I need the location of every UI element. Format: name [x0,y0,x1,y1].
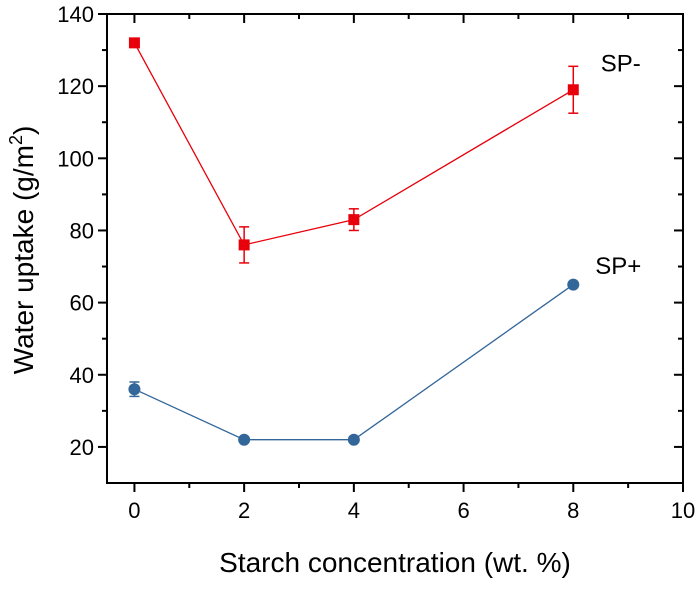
y-tick-label: 100 [57,146,94,171]
axis-ticks: 0 2 4 6 8 10 20 40 60 80 100 120 140 [57,2,695,523]
series-label: SP+ [595,253,641,280]
y-tick-label: 20 [70,435,94,460]
data-point-circle [238,433,251,446]
y-tick-label: 80 [70,218,94,243]
x-axis-label: Starch concentration (wt. %) [219,547,571,578]
data-point-circle [347,433,360,446]
series-line-SP+ [134,284,574,441]
series-label: SP- [601,51,641,78]
series-line-SP- [133,42,574,246]
x-tick-label: 8 [567,498,579,523]
data-point-circle [567,278,580,291]
x-tick-label: 6 [457,498,469,523]
series-group: SP- SP+ [128,37,641,446]
y-tick-label: 40 [70,363,94,388]
data-point-square [348,214,360,226]
x-tick-label: 2 [238,498,250,523]
y-tick-label: 140 [57,2,94,27]
data-point-circle [128,383,141,396]
x-tick-label: 4 [348,498,360,523]
x-tick-label: 0 [128,498,140,523]
y-tick-label: 60 [70,291,94,316]
data-point-square [238,239,250,251]
data-point-square [567,84,579,96]
y-tick-label: 120 [57,74,94,99]
y-axis-label: Water uptake (g/m2) [6,126,39,375]
data-point-square [128,37,140,49]
plot-frame [106,13,684,484]
x-tick-label: 10 [671,498,695,523]
